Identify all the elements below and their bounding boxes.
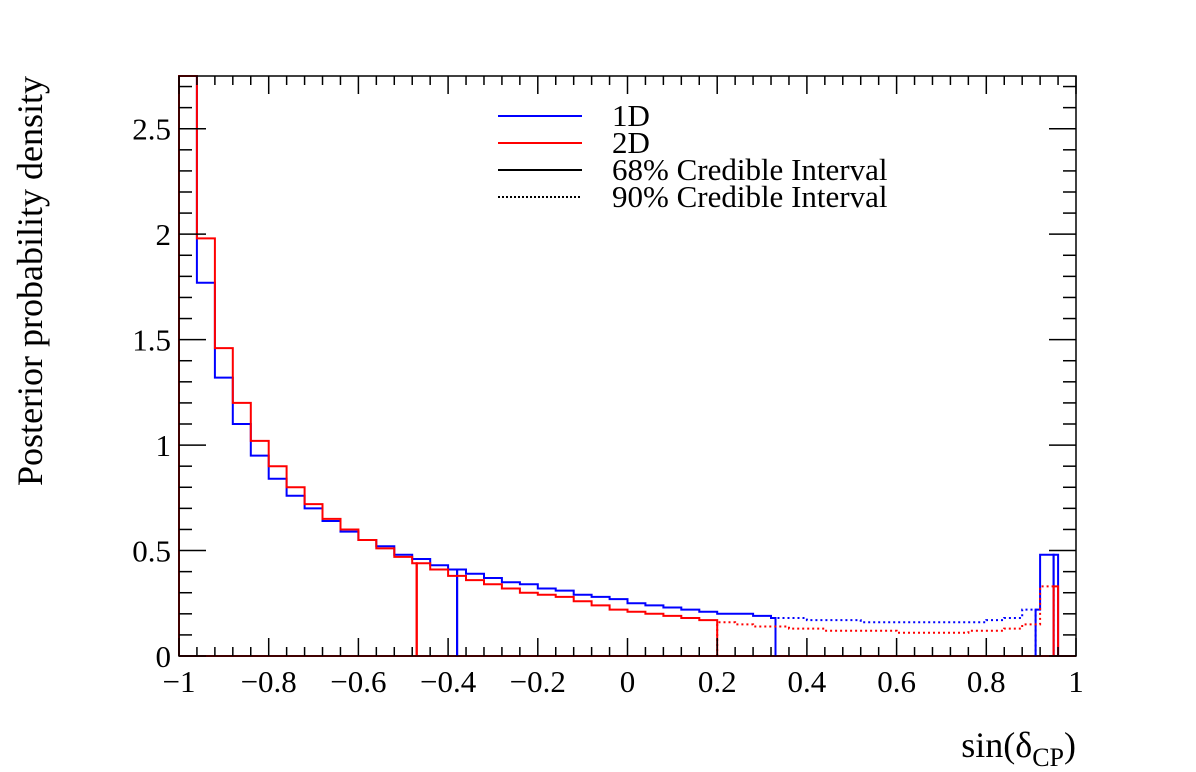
x-tick-label: 0.2 — [698, 664, 737, 699]
series-2D-tail-0 — [178, 75, 418, 656]
x-tick-label: 0 — [620, 664, 636, 699]
x-tick-label: 0.4 — [788, 664, 827, 699]
legend-label: 1D — [612, 98, 650, 133]
y-tick-label: 2.5 — [132, 112, 171, 147]
axis-ticks — [178, 76, 1077, 657]
series-2D-interval-68-1 — [1052, 585, 1076, 657]
y-tick-label: 0.5 — [132, 534, 171, 569]
x-tick-label: 1 — [1068, 664, 1084, 699]
series-1D-interval-68-0 — [456, 568, 777, 656]
legend-label: 90% Credible Interval — [612, 179, 887, 214]
series-1D-interval-68-1 — [1034, 553, 1055, 656]
series-1D-interval-90 — [774, 608, 1037, 656]
x-tick-label: −0.4 — [420, 664, 477, 699]
y-tick-label: 0 — [156, 639, 172, 674]
y-tick-labels: 0 0.5 1 1.5 2 2.5 — [132, 112, 171, 674]
x-tick-label: 0.6 — [877, 664, 916, 699]
legend-label: 68% Credible Interval — [612, 152, 887, 187]
x-tick-labels: −1 −0.8 −0.6 −0.4 −0.2 0 0.2 0.4 0.6 0.8 1 — [163, 664, 1084, 699]
y-tick-label: 2 — [156, 217, 172, 252]
series-2D-interval-68-0 — [415, 562, 719, 656]
y-tick-label: 1 — [156, 428, 172, 463]
y-axis-title: Posterior probability density — [10, 76, 50, 486]
series-1D-tail-1 — [1052, 553, 1076, 657]
series-1D-tail-0 — [178, 75, 459, 656]
x-tick-label: −0.8 — [241, 664, 297, 699]
x-tick-label: −0.2 — [510, 664, 566, 699]
x-tick-label: 0.8 — [967, 664, 1006, 699]
legend-label: 2D — [612, 125, 650, 160]
x-axis-title: sin(δCP) — [961, 725, 1076, 772]
x-tick-label: −1 — [163, 664, 196, 699]
y-tick-label: 1.5 — [132, 323, 171, 358]
x-tick-label: −0.6 — [330, 664, 386, 699]
series-2D-interval-90 — [716, 585, 1055, 656]
